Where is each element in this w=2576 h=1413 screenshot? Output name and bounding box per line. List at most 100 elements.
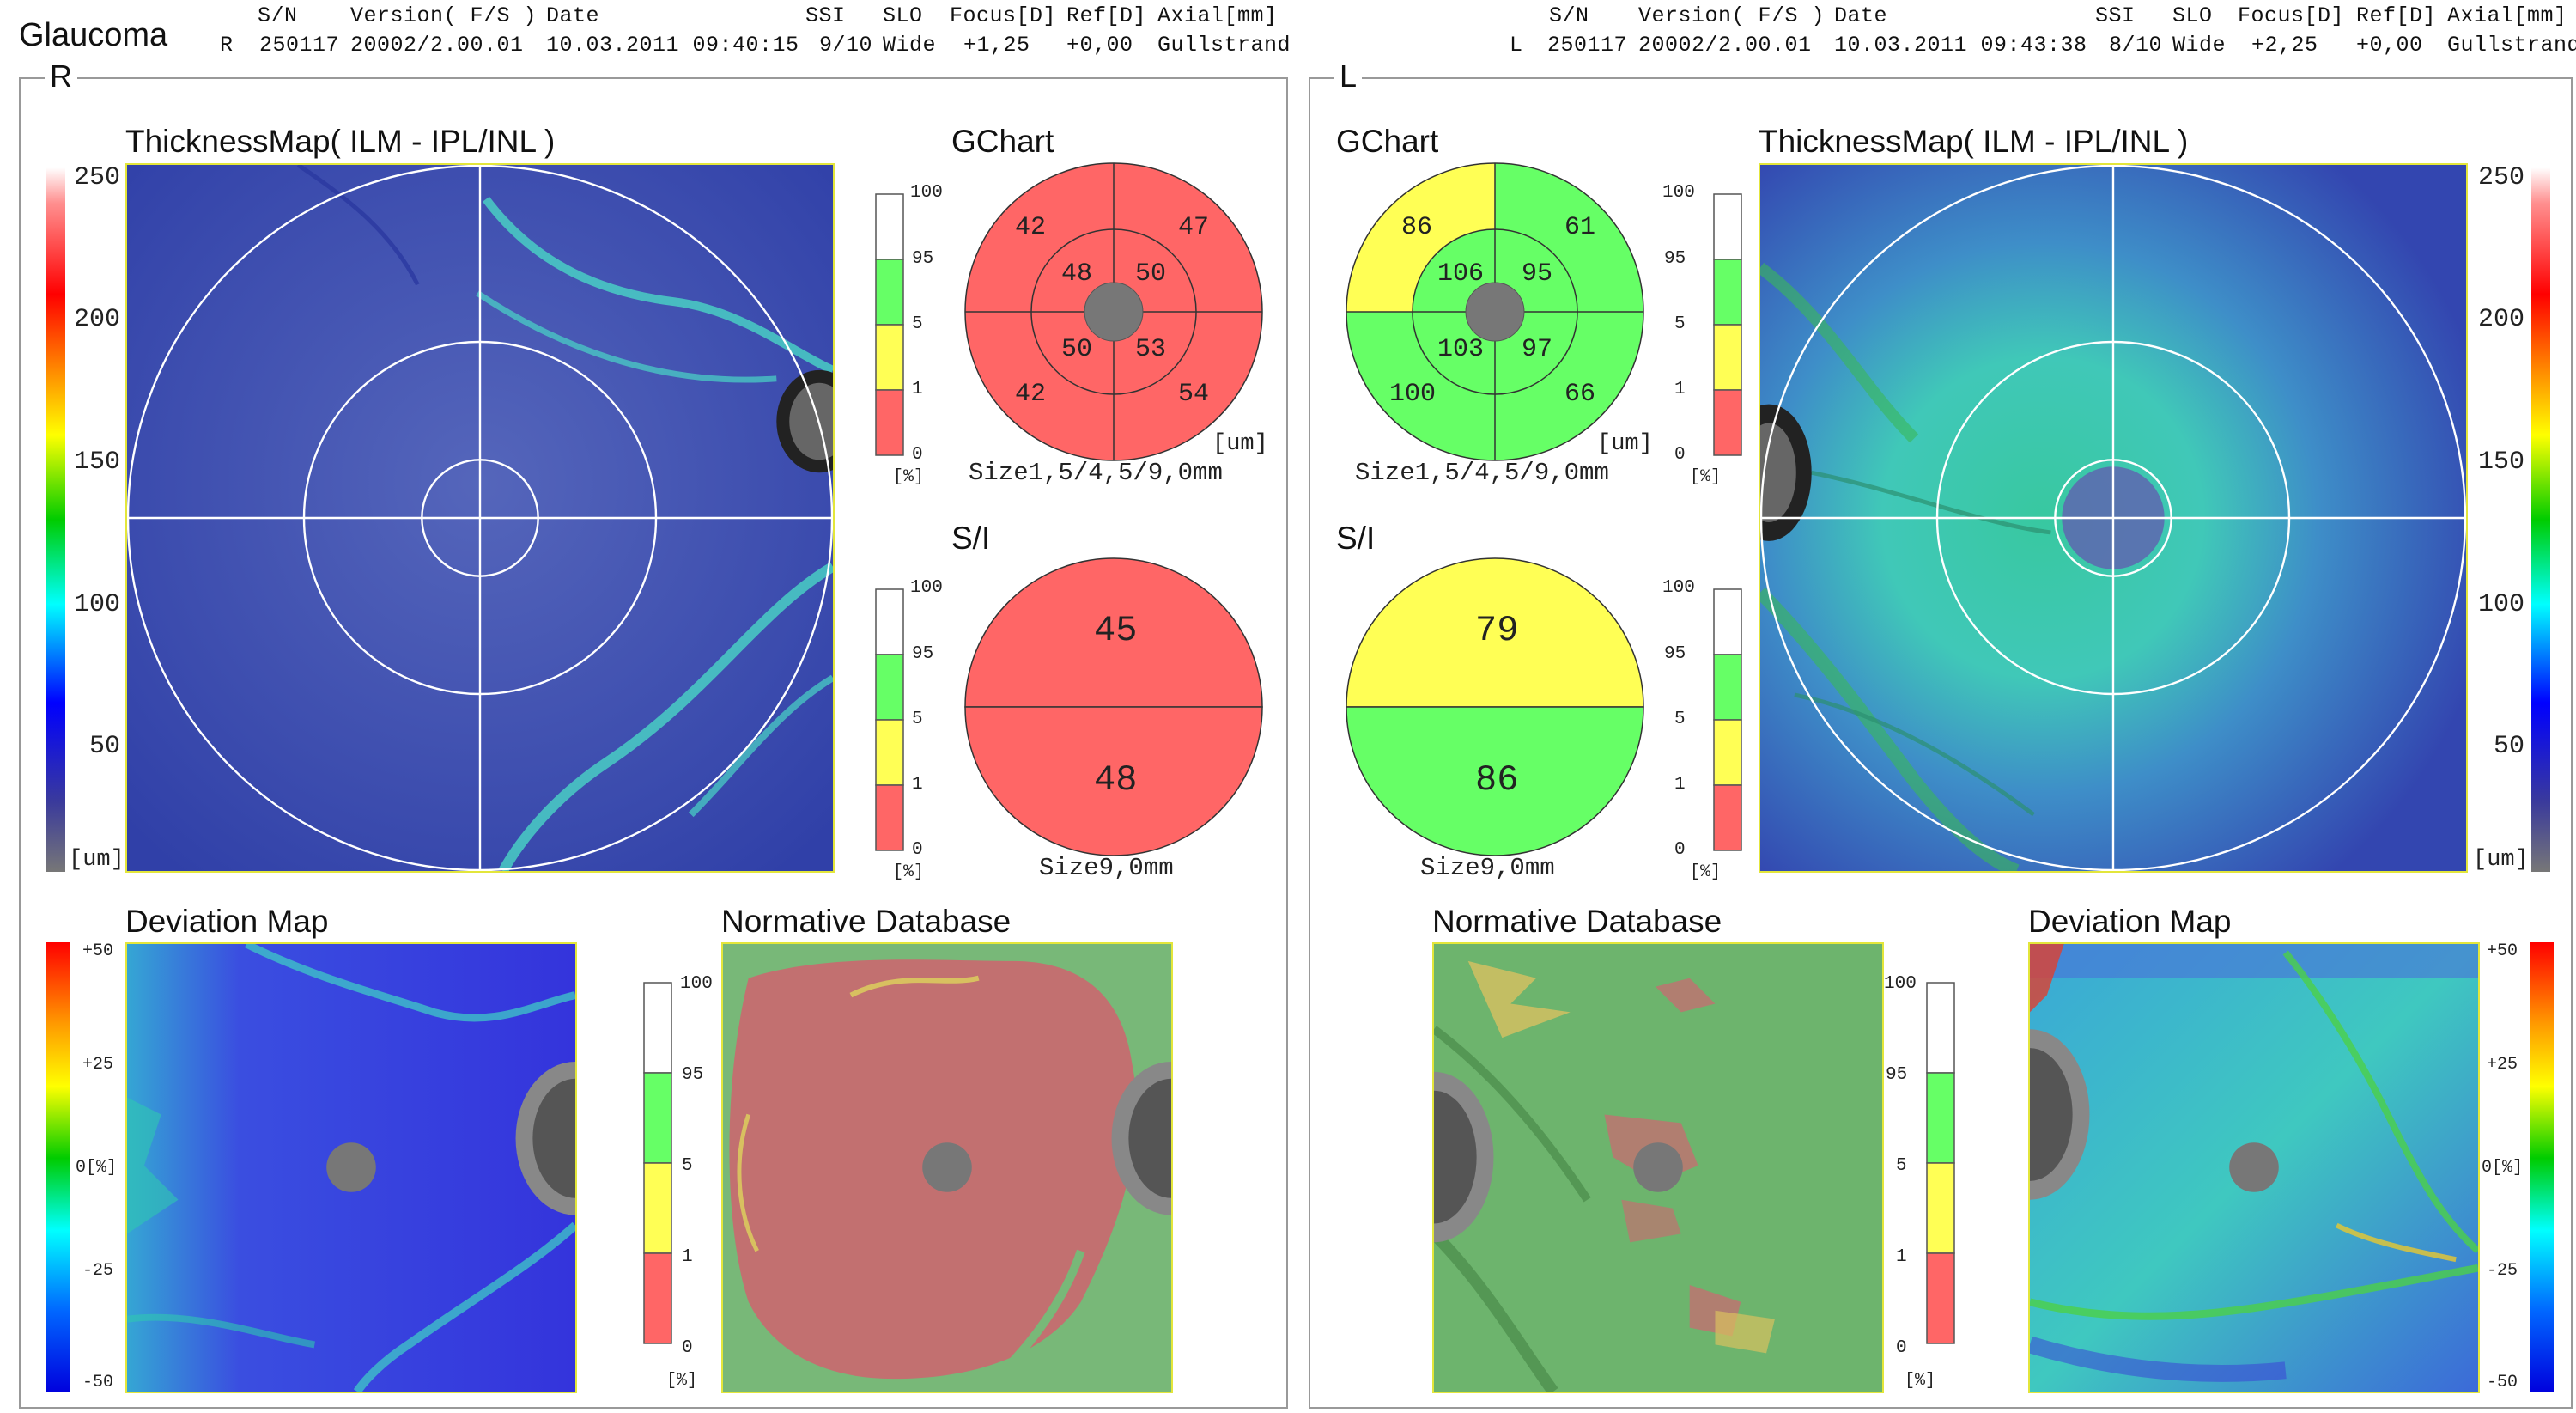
right-normative-percentile-scale bbox=[643, 982, 672, 1344]
left-gchart[interactable] bbox=[1345, 161, 1645, 462]
left-si-chart[interactable] bbox=[1345, 557, 1645, 857]
left-norm-tick-1: 1 bbox=[1896, 1247, 1907, 1267]
right-scale-tick-50: 50 bbox=[89, 732, 121, 761]
left-gchart-inner-br: 97 bbox=[1522, 335, 1553, 364]
left-gchart-outer-tr: 61 bbox=[1564, 213, 1596, 242]
left-norm-tick-0: 0 bbox=[1896, 1338, 1907, 1358]
left-si-percentile-scale bbox=[1713, 588, 1742, 851]
header-date-right: 10.03.2011 09:40:15 bbox=[546, 33, 799, 58]
header-col-slo-right: SLO bbox=[883, 3, 923, 28]
left-normative-db-title: Normative Database bbox=[1432, 904, 1722, 939]
right-si-chart[interactable] bbox=[963, 557, 1264, 857]
left-dev-tick-p50: +50 bbox=[2487, 941, 2518, 961]
right-gchart-scale-tick-100: 100 bbox=[910, 183, 943, 203]
header-col-focus-right: Focus[D] bbox=[950, 3, 1057, 28]
right-gchart-scale-tick-0: 0 bbox=[912, 445, 923, 465]
header-col-ssi-left: SSI bbox=[2095, 3, 2136, 28]
right-deviation-color-scale bbox=[46, 942, 70, 1392]
header-ref-right: +0,00 bbox=[1066, 33, 1133, 58]
left-dev-tick-m50: -50 bbox=[2487, 1373, 2518, 1392]
right-deviation-map[interactable] bbox=[125, 942, 577, 1393]
left-gchart-scale-tick-5: 5 bbox=[1674, 314, 1686, 334]
header-eye-left: L bbox=[1510, 33, 1523, 58]
right-gchart-title: GChart bbox=[951, 124, 1054, 159]
header-version-left: 20002/2.00.01 bbox=[1638, 33, 1812, 58]
left-scale-tick-250: 250 bbox=[2478, 163, 2525, 192]
right-si-scale-tick-0: 0 bbox=[912, 840, 923, 860]
left-gchart-outer-br: 66 bbox=[1564, 380, 1596, 409]
right-gchart-inner-br: 53 bbox=[1135, 335, 1167, 364]
left-si-title: S/I bbox=[1336, 521, 1376, 556]
right-gchart-outer-bl: 42 bbox=[1015, 380, 1047, 409]
left-si-size-label: Size9,0mm bbox=[1420, 854, 1555, 882]
right-gchart-percentile-scale bbox=[875, 193, 904, 456]
right-si-scale-tick-95: 95 bbox=[912, 644, 934, 664]
left-deviation-map-graphic bbox=[2030, 944, 2478, 1392]
header-focus-left: +2,25 bbox=[2251, 33, 2318, 58]
header-ref-left: +0,00 bbox=[2356, 33, 2423, 58]
left-deviation-color-scale bbox=[2530, 942, 2554, 1392]
right-thickness-map[interactable] bbox=[125, 163, 835, 873]
header-col-slo-left: SLO bbox=[2172, 3, 2213, 28]
right-si-scale-tick-5: 5 bbox=[912, 710, 923, 729]
right-dev-tick-p50: +50 bbox=[82, 941, 114, 961]
right-norm-tick-1: 1 bbox=[682, 1247, 693, 1267]
left-si-scale-tick-100: 100 bbox=[1662, 578, 1695, 598]
left-thickness-map-graphic bbox=[1760, 165, 2466, 871]
right-gchart-size-label: Size1,5/4,5/9,0mm bbox=[969, 459, 1223, 487]
header-col-axial-left: Axial[mm] bbox=[2447, 3, 2567, 28]
left-gchart-outer-bl: 100 bbox=[1389, 380, 1437, 409]
right-gchart-scale-tick-95: 95 bbox=[912, 249, 934, 269]
left-scale-tick-200: 200 bbox=[2478, 305, 2525, 334]
header-axial-right: Gullstrand bbox=[1157, 33, 1291, 58]
right-norm-scale-unit: [%] bbox=[666, 1371, 698, 1391]
left-gchart-outer-tl: 86 bbox=[1401, 213, 1433, 242]
left-scale-tick-100: 100 bbox=[2478, 590, 2525, 619]
left-si-scale-tick-0: 0 bbox=[1674, 840, 1686, 860]
left-deviation-map[interactable] bbox=[2028, 942, 2480, 1393]
left-gchart-scale-unit: [%] bbox=[1690, 467, 1722, 487]
left-gchart-unit: [um] bbox=[1597, 431, 1653, 457]
right-gchart-outer-tr: 47 bbox=[1178, 213, 1210, 242]
left-si-superior: 79 bbox=[1475, 610, 1519, 651]
header-ssi-left: 8/10 bbox=[2109, 33, 2163, 58]
left-gchart-scale-tick-1: 1 bbox=[1674, 380, 1686, 399]
header-col-version-right: Version( F/S ) bbox=[350, 3, 538, 28]
right-norm-tick-95: 95 bbox=[682, 1065, 704, 1085]
left-dev-tick-m25: -25 bbox=[2487, 1261, 2518, 1281]
header-slo-left: Wide bbox=[2172, 33, 2227, 58]
header-col-axial-right: Axial[mm] bbox=[1157, 3, 1278, 28]
right-thickness-map-title: ThicknessMap( ILM - IPL/INL ) bbox=[125, 124, 556, 159]
left-gchart-inner-bl: 103 bbox=[1437, 335, 1485, 364]
left-normative-db-map[interactable] bbox=[1432, 942, 1884, 1393]
left-dev-tick-p25: +25 bbox=[2487, 1055, 2518, 1075]
right-gchart-outer-br: 54 bbox=[1178, 380, 1210, 409]
left-si-scale-tick-95: 95 bbox=[1664, 644, 1686, 664]
right-si-scale-unit: [%] bbox=[893, 862, 925, 882]
right-gchart-inner-tl: 48 bbox=[1061, 259, 1093, 289]
right-norm-tick-0: 0 bbox=[682, 1338, 693, 1358]
right-gchart-unit: [um] bbox=[1212, 431, 1268, 457]
right-si-scale-tick-100: 100 bbox=[910, 578, 943, 598]
right-si-size-label: Size9,0mm bbox=[1039, 854, 1174, 882]
left-gchart-inner-tr: 95 bbox=[1522, 259, 1553, 289]
right-si-scale-tick-1: 1 bbox=[912, 775, 923, 795]
right-gchart[interactable] bbox=[963, 161, 1264, 462]
right-deviation-map-graphic bbox=[127, 944, 575, 1392]
right-normative-db-map[interactable] bbox=[721, 942, 1173, 1393]
header-col-sn-left: S/N bbox=[1549, 3, 1589, 28]
header-col-date-left: Date bbox=[1834, 3, 1888, 28]
right-scale-tick-150: 150 bbox=[74, 448, 121, 477]
left-norm-scale-unit: [%] bbox=[1905, 1371, 1936, 1391]
right-si-percentile-scale bbox=[875, 588, 904, 851]
right-gchart-outer-tl: 42 bbox=[1015, 213, 1047, 242]
right-scale-tick-250: 250 bbox=[74, 163, 121, 192]
left-norm-tick-100: 100 bbox=[1884, 974, 1917, 994]
left-gchart-inner-tl: 106 bbox=[1437, 259, 1485, 289]
left-eye-label: L bbox=[1334, 58, 1363, 94]
header-col-ssi-right: SSI bbox=[805, 3, 846, 28]
left-thickness-map[interactable] bbox=[1759, 163, 2468, 873]
header-version-right: 20002/2.00.01 bbox=[350, 33, 524, 58]
right-thickness-color-scale bbox=[46, 167, 65, 872]
left-gchart-size-label: Size1,5/4,5/9,0mm bbox=[1355, 459, 1609, 487]
